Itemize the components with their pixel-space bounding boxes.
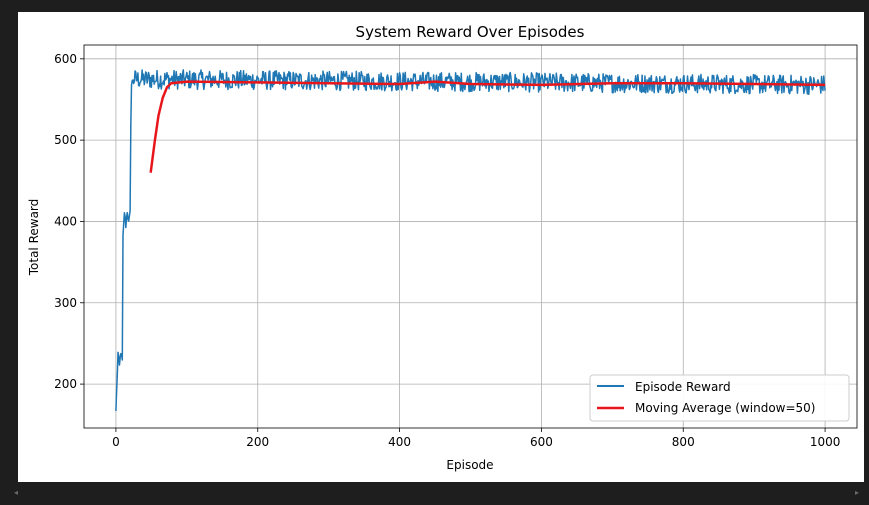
legend-box	[589, 374, 850, 422]
y-tick-label: 300	[54, 296, 77, 310]
y-tick-label: 500	[54, 133, 77, 147]
legend-label-episode-reward: Episode Reward	[635, 380, 731, 394]
x-tick-label: 600	[530, 435, 553, 449]
x-tick-label: 1000	[810, 435, 841, 449]
horizontal-scrollbar[interactable]: ◂ ▸	[10, 486, 859, 500]
x-tick-label: 800	[672, 435, 695, 449]
y-tick-label: 400	[54, 214, 77, 228]
x-tick-label: 400	[388, 435, 411, 449]
y-tick-label: 600	[54, 52, 77, 66]
plot-area-frame	[83, 44, 858, 429]
scroll-right-icon[interactable]: ▸	[854, 488, 859, 497]
legend: Episode Reward Moving Average (window=50…	[589, 374, 850, 422]
chart-title: System Reward Over Episodes	[356, 23, 585, 41]
series-layer	[115, 69, 826, 411]
y-tick-label: 200	[54, 377, 77, 391]
scroll-left-icon[interactable]: ◂	[14, 488, 19, 497]
x-tick-label: 200	[246, 435, 269, 449]
y-axis-label: Total Reward	[27, 199, 41, 277]
legend-label-moving-average: Moving Average (window=50)	[635, 401, 815, 415]
reward-chart: 0 200 400 600 800 1000 200 300 400 500 600 System …	[18, 12, 864, 482]
x-axis-label: Episode	[446, 458, 493, 472]
axis-ticks: 0 200 400 600 800 1000 200 300 400 500 600	[54, 52, 840, 449]
series-line-episode-reward	[115, 69, 826, 411]
x-tick-label: 0	[112, 435, 120, 449]
chart-figure: 0 200 400 600 800 1000 200 300 400 500 600 System …	[18, 12, 864, 482]
series-line-moving-average	[149, 80, 826, 173]
